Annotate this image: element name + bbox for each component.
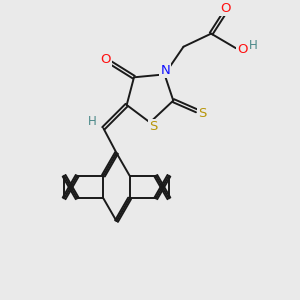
- Text: H: H: [249, 39, 258, 52]
- Text: S: S: [149, 120, 157, 133]
- Text: S: S: [198, 106, 206, 120]
- Text: H: H: [88, 116, 97, 128]
- Text: N: N: [160, 64, 170, 77]
- Text: O: O: [100, 53, 111, 66]
- Text: O: O: [220, 2, 231, 14]
- Text: O: O: [237, 43, 247, 56]
